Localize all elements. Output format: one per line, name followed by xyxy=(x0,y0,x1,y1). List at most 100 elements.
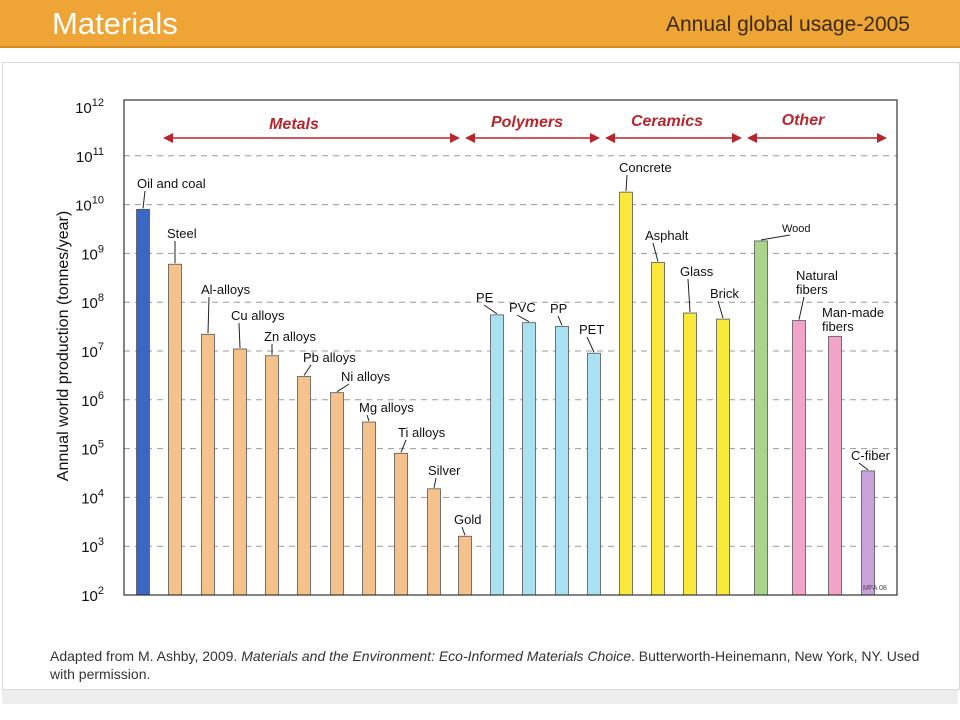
label-leader xyxy=(557,315,563,326)
bar xyxy=(362,421,376,596)
bar-label: Oil and coal xyxy=(137,176,206,191)
bar xyxy=(522,322,536,596)
group-arrow-head xyxy=(163,133,173,143)
group-label: Metals xyxy=(269,116,319,133)
y-tick-label: 107 xyxy=(81,341,104,361)
y-tick-label: 1012 xyxy=(75,97,104,117)
y-tick-label: 108 xyxy=(81,292,104,312)
bar-label: Natural fibers xyxy=(796,268,838,297)
bar xyxy=(168,263,182,596)
bar-label: Mg alloys xyxy=(359,400,414,415)
label-leader xyxy=(652,242,659,262)
bar-label: Cu alloys xyxy=(231,308,285,323)
y-axis-label: Annual world production (tonnes/year) xyxy=(55,211,72,481)
y-tick-label: 1011 xyxy=(76,146,104,166)
label-leader xyxy=(461,526,466,536)
bar xyxy=(587,352,601,596)
label-leader xyxy=(625,174,628,192)
bar xyxy=(828,335,842,596)
gridlines xyxy=(124,155,897,547)
bar xyxy=(265,355,279,596)
bar-label: Man-made fibers xyxy=(822,305,884,334)
bar xyxy=(297,376,311,596)
bar xyxy=(683,312,697,596)
plot-border xyxy=(123,99,898,596)
group-arrow-head xyxy=(877,133,887,143)
label-leader xyxy=(433,477,437,488)
bars xyxy=(136,191,875,596)
slide-header: Materials Annual global usage-2005 xyxy=(0,0,960,48)
y-tick-label: 105 xyxy=(81,439,104,459)
bar xyxy=(201,333,215,596)
bar xyxy=(136,208,150,596)
label-leader xyxy=(687,278,691,313)
bar xyxy=(233,348,247,596)
bar-label: Pb alloys xyxy=(303,350,356,365)
y-tick-label: 106 xyxy=(81,390,104,410)
bar-label: PVC xyxy=(509,300,536,315)
label-leader xyxy=(303,364,312,376)
bar xyxy=(555,325,569,596)
label-leader xyxy=(366,414,370,422)
bar-label: Brick xyxy=(710,286,739,301)
group-arrow-head xyxy=(450,133,460,143)
y-tick-label: 1010 xyxy=(75,195,104,215)
bar xyxy=(458,535,472,596)
bar xyxy=(619,191,633,596)
group-arrow-head xyxy=(590,133,600,143)
bar-label: PE xyxy=(476,290,494,305)
label-leader xyxy=(336,383,350,393)
source-caption: Adapted from M. Ashby, 2009. Materials a… xyxy=(50,647,940,683)
label-leader xyxy=(400,439,407,453)
bar-label: Concrete xyxy=(619,160,672,175)
bar xyxy=(394,452,408,596)
label-leader xyxy=(858,462,869,471)
slide-subtitle: Annual global usage-2005 xyxy=(665,13,910,36)
bar-label: Ni alloys xyxy=(341,369,391,384)
label-leader xyxy=(142,190,146,209)
bar-label: Steel xyxy=(167,226,197,241)
label-leader xyxy=(238,322,241,349)
footer-band xyxy=(2,689,958,704)
y-tick-label: 104 xyxy=(81,487,104,507)
slide-title: Materials xyxy=(52,6,178,41)
label-leader xyxy=(516,314,530,323)
group-label: Polymers xyxy=(491,114,563,131)
bar xyxy=(792,320,806,596)
group-arrow-head xyxy=(605,133,615,143)
bar-label: Al-alloys xyxy=(201,282,251,297)
y-tick-label: 103 xyxy=(81,536,104,556)
bar-label: Gold xyxy=(454,512,481,527)
group-ranges: Metals Polymers Ceramics Other xyxy=(163,112,887,143)
label-leader xyxy=(798,296,805,320)
label-leader xyxy=(760,234,791,241)
label-leader xyxy=(207,296,210,334)
y-tick-labels: 102 103 104 105 106 107 108 109 1010 1011 1012 xyxy=(75,97,104,605)
bar-label: Silver xyxy=(428,463,461,478)
bar-label: Wood xyxy=(782,223,811,235)
label-leader xyxy=(717,300,724,319)
group-label: Other xyxy=(782,112,825,129)
bar xyxy=(861,470,875,596)
bar-label: PP xyxy=(550,301,567,316)
group-label: Ceramics xyxy=(631,113,703,130)
bar-labels: Oil and coal Steel Al-alloys Cu alloys Zn al… xyxy=(137,160,891,536)
y-tick-label: 102 xyxy=(81,585,104,605)
bar xyxy=(427,488,441,596)
bar-label: Asphalt xyxy=(645,228,689,243)
group-arrow-head xyxy=(732,133,742,143)
caption-prefix: Adapted from M. Ashby, 2009. xyxy=(50,648,242,664)
bar-label: Zn alloys xyxy=(264,329,317,344)
bar xyxy=(716,318,730,596)
y-tick-label: 109 xyxy=(81,243,104,263)
label-leader xyxy=(483,304,498,315)
group-arrow-head xyxy=(747,133,757,143)
label-leader xyxy=(586,336,595,353)
mfa-watermark: MFA 08 xyxy=(863,585,887,592)
bar-label: PET xyxy=(579,322,604,337)
bar-label: Ti alloys xyxy=(398,425,446,440)
group-arrow-head xyxy=(465,133,475,143)
bar xyxy=(651,262,665,596)
bar xyxy=(490,314,504,596)
